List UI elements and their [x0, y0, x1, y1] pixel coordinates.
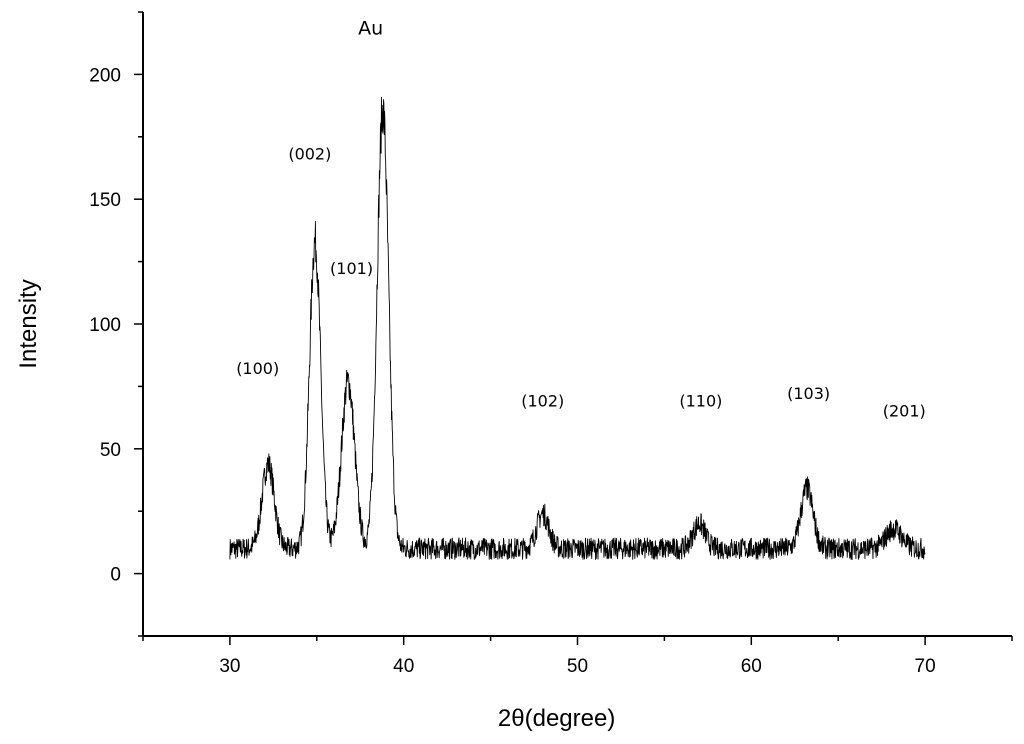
y-tick-label: 200	[89, 65, 121, 86]
x-tick-label: 60	[741, 656, 762, 677]
x-ticks: 30 40 50 60 70	[142, 636, 1013, 677]
peak-label: (103)	[787, 384, 830, 403]
y-tick-label: 50	[100, 440, 121, 461]
x-tick-label: 40	[393, 656, 414, 677]
x-tick-label: 70	[915, 656, 936, 677]
au-label: Au	[358, 17, 383, 39]
peak-label: (101)	[330, 259, 373, 278]
x-axis-title: 2θ(degree)	[498, 705, 615, 732]
peak-label: (110)	[679, 391, 722, 410]
peak-annotations: Au (002) (101) (100) (102) (110) (103) (201)	[236, 17, 926, 420]
y-tick-label: 0	[110, 565, 121, 586]
y-tick-label: 100	[89, 315, 121, 336]
series-line	[229, 96, 926, 560]
x-tick-label: 50	[567, 656, 588, 677]
x-tick-label: 30	[219, 656, 240, 677]
peak-label: (201)	[883, 401, 926, 420]
y-tick-label: 150	[89, 190, 121, 211]
peak-label: (100)	[236, 359, 279, 378]
peak-label: (002)	[288, 144, 331, 163]
y-ticks: 0 50 100 150 200	[89, 11, 143, 637]
y-axis-title: Intensity	[15, 279, 42, 368]
axes: 30 40 50 60 70 0 50 100 150 200	[89, 11, 1013, 677]
peak-label: (102)	[521, 391, 564, 410]
